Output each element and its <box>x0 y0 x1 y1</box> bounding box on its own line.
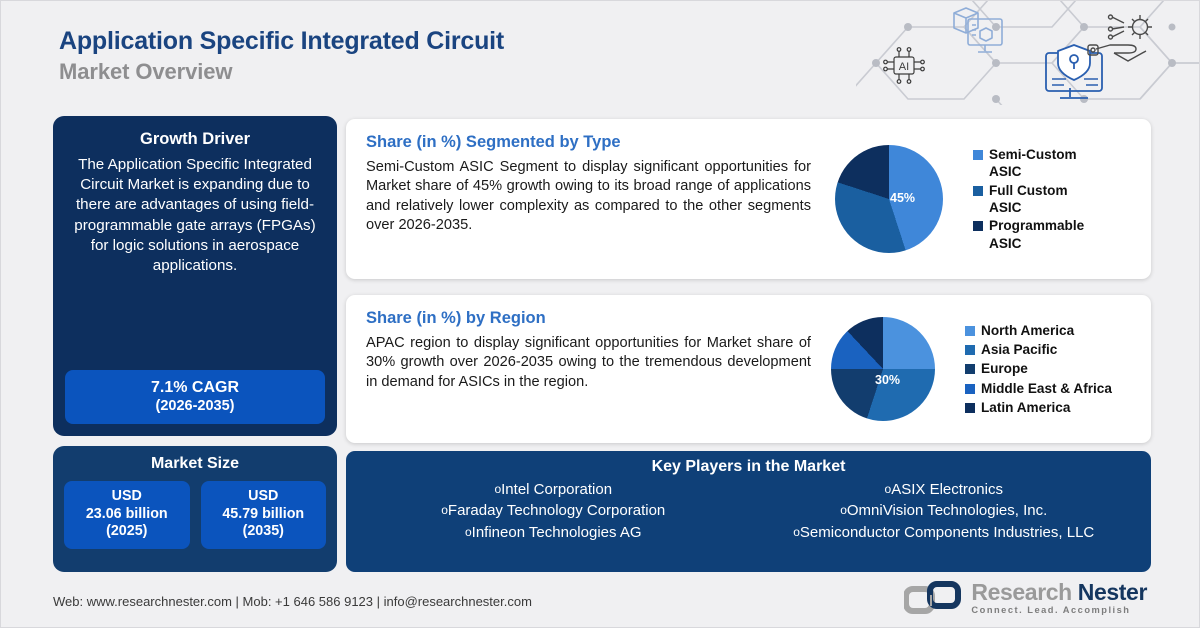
legend-swatch <box>965 325 975 336</box>
market-size-box-2025[interactable]: USD 23.06 billion (2025) <box>64 481 190 550</box>
share-by-region-card: Share (in %) by Region APAC region to di… <box>346 295 1151 443</box>
key-players-title: Key Players in the Market <box>651 458 846 475</box>
type-pie-legend: Semi-Custom ASIC Full Custom ASIC Programm… <box>973 146 1084 252</box>
cagr-value: 7.1% CAGR <box>150 379 240 396</box>
key-player-item: oOmniVision Technologies, Inc. <box>840 502 1048 520</box>
bullet-icon: o <box>464 524 472 539</box>
msize-currency: USD <box>248 488 279 504</box>
msize-currency: USD <box>111 488 142 504</box>
logo-tagline: Connect. Lead. Accomplish <box>971 605 1131 615</box>
msize-year: (2025) <box>106 523 148 540</box>
market-size-title: Market Size <box>150 455 240 472</box>
logo-text-nester: Nester <box>1077 579 1148 605</box>
legend-item: Full Custom ASIC <box>973 182 1084 217</box>
region-pie-legend: North America Asia Pacific Europe Middle Ea… <box>965 322 1112 417</box>
type-pie-data-label: 45% <box>890 191 916 205</box>
legend-item: Europe <box>965 360 1112 377</box>
cagr-badge[interactable]: 7.1% CAGR (2026-2035) <box>65 370 325 424</box>
market-size-box-2035[interactable]: USD 45.79 billion (2035) <box>200 481 326 550</box>
legend-item: North America <box>965 322 1112 339</box>
legend-label: North America <box>981 322 1075 338</box>
share-by-type-heading: Share (in %) Segmented by Type <box>366 133 621 151</box>
header: Application Specific Integrated Circuit … <box>1 1 1199 105</box>
title-subtitle: Market Overview <box>59 58 233 84</box>
legend-label: Latin America <box>981 400 1071 416</box>
bullet-icon: o <box>840 503 847 518</box>
share-by-type-paragraph: Semi-Custom ASIC Segment to display sign… <box>366 159 811 233</box>
region-pie-chart: 30% <box>831 317 935 421</box>
footer-contact: Web: www.researchnester.com | Mob: +1 64… <box>53 594 532 609</box>
ai-chip-icon: AI <box>883 47 925 84</box>
logo-text-research: Research <box>971 579 1072 605</box>
bullet-icon: o <box>793 524 800 539</box>
title-main: Application Specific Integrated Circuit <box>59 27 505 55</box>
legend-label: Full Custom ASIC <box>989 182 1068 215</box>
legend-label: Semi-Custom ASIC <box>989 146 1077 180</box>
share-by-region-heading: Share (in %) by Region <box>366 309 546 327</box>
legend-swatch <box>973 221 983 232</box>
key-players-column-right: oASIX Electronics oOmniVision Technologie… <box>749 479 1140 543</box>
research-nester-logo: Research Nester Connect. Lead. Accomplis… <box>904 581 1147 615</box>
key-player-item: oFaraday Technology Corporation <box>441 502 666 520</box>
legend-item: Semi-Custom ASIC <box>973 146 1084 181</box>
key-players-panel: Key Players in the Market oIntel Corpora… <box>346 451 1151 572</box>
msize-value: 45.79 billion <box>222 505 305 522</box>
legend-item: Programmable ASIC <box>973 217 1084 252</box>
legend-label: Middle East & Africa <box>981 380 1112 396</box>
legend-item: Latin America <box>965 399 1112 416</box>
legend-item: Asia Pacific <box>965 341 1112 358</box>
3d-model-monitor-icon <box>953 7 1003 53</box>
growth-driver-panel: Growth Driver The Application Specific I… <box>53 116 337 436</box>
msize-year: (2035) <box>242 523 284 540</box>
share-by-region-paragraph: APAC region to display significant oppor… <box>366 335 811 390</box>
bullet-icon: o <box>494 482 502 496</box>
header-decoration: AI <box>856 1 1199 105</box>
legend-label: Asia Pacific <box>981 341 1058 357</box>
legend-swatch <box>965 344 975 355</box>
key-player-item: oSemiconductor Components Industries, LL… <box>793 523 1095 541</box>
legend-label: Programmable ASIC <box>989 218 1085 251</box>
key-player-item: oASIX Electronics <box>884 481 1003 498</box>
robotic-hand-gear-icon <box>1087 14 1152 62</box>
legend-swatch <box>973 149 983 160</box>
legend-swatch <box>973 185 983 196</box>
region-pie-data-label: 30% <box>875 373 901 387</box>
type-pie-chart: 45% <box>835 145 943 253</box>
legend-item: Middle East & Africa <box>965 380 1112 397</box>
key-players-column-left: oIntel Corporation oFaraday Technology Co… <box>358 479 749 543</box>
key-player-item: oIntel Corporation <box>494 481 613 498</box>
cagr-period: (2026-2035) <box>155 398 235 414</box>
legend-swatch <box>965 364 975 375</box>
page-title: Application Specific Integrated Circuit … <box>59 27 504 85</box>
msize-value: 23.06 billion <box>85 505 168 522</box>
svg-text:AI: AI <box>899 61 909 73</box>
market-size-boxes: USD 23.06 billion (2025) USD 45.79 billi… <box>64 481 326 550</box>
legend-swatch <box>965 403 975 414</box>
market-size-panel: Market Size USD 23.06 billion (2025) USD… <box>53 446 337 572</box>
bullet-icon: o <box>884 482 892 496</box>
legend-swatch <box>965 383 975 394</box>
legend-label: Europe <box>981 361 1028 377</box>
security-shield-monitor-icon <box>1045 44 1103 99</box>
share-by-type-card: Share (in %) Segmented by Type Semi-Cust… <box>346 119 1151 279</box>
growth-driver-body: The Application Specific Integrated Circ… <box>74 156 316 275</box>
key-player-item: oInfineon Technologies AG <box>464 523 642 541</box>
bullet-icon: o <box>441 503 448 518</box>
logo-mark-icon <box>904 581 962 615</box>
growth-driver-title: Growth Driver <box>139 130 251 148</box>
